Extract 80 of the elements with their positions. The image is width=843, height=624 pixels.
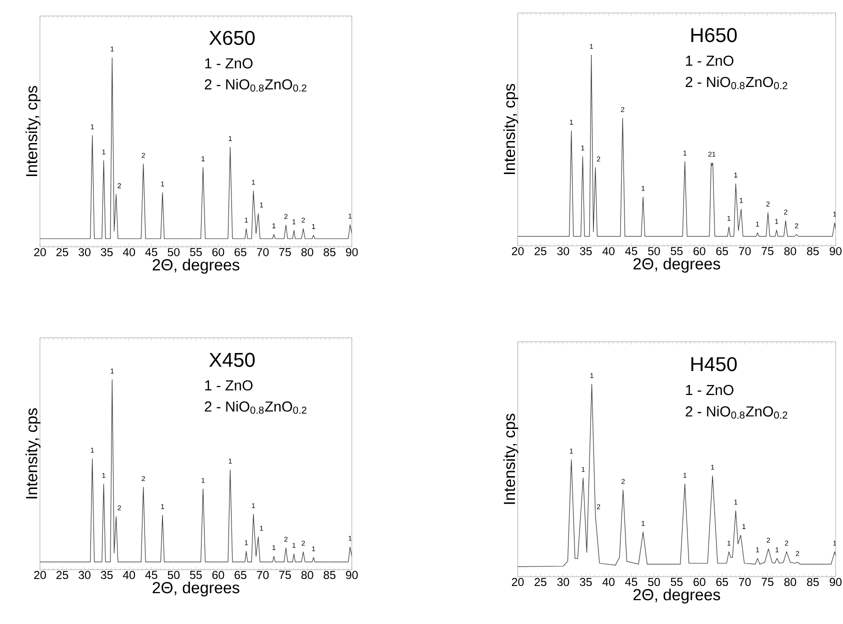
x-tick-label: 75 xyxy=(762,247,774,256)
x-tick-label: 50 xyxy=(648,247,660,256)
x-tick-label: 80 xyxy=(301,571,314,580)
x-tick-label: 25 xyxy=(534,247,546,256)
x-axis-title: 2Θ, degrees xyxy=(152,258,240,274)
x-tick-label: 75 xyxy=(279,571,291,580)
x-tick-label: 40 xyxy=(602,578,615,586)
x-tick-label: 60 xyxy=(212,248,224,256)
x-tick-label: 90 xyxy=(346,571,358,580)
x-tick-label: 75 xyxy=(762,578,774,586)
x-tick-label: 30 xyxy=(78,571,90,580)
x-tick-label: 35 xyxy=(580,247,592,256)
x-tick-label: 90 xyxy=(346,248,358,256)
x-tick-label: 45 xyxy=(625,578,638,586)
annotation: 1 - ZnO xyxy=(686,384,734,396)
x-tick-label: 70 xyxy=(739,578,751,586)
x-tick-label: 65 xyxy=(716,578,728,586)
x-tick-label: 55 xyxy=(670,247,683,256)
chart-title: H450 xyxy=(691,357,737,372)
annotation: 1 - ZnO xyxy=(686,56,734,66)
x-tick-label: 55 xyxy=(670,578,683,586)
x-tick-label: 65 xyxy=(716,247,728,256)
x-tick-label: 75 xyxy=(279,248,291,256)
x-tick-label: 80 xyxy=(301,248,314,256)
annotation: 2 - NiO$_{0.8}$ZnO$_{0.2}$ xyxy=(686,406,788,419)
annotation: 2 - NiO$_{0.8}$ZnO$_{0.2}$ xyxy=(686,76,788,90)
x-tick-label: 60 xyxy=(694,247,706,256)
y-axis-title: Intensity, cps xyxy=(26,86,40,176)
x-tick-label: 40 xyxy=(122,248,136,256)
x-tick-label: 60 xyxy=(212,571,224,580)
x-axis-title: 2Θ, degrees xyxy=(633,258,720,273)
x-tick-label: 70 xyxy=(739,247,751,256)
chart-title: X650 xyxy=(209,30,255,46)
x-tick-label: 70 xyxy=(256,571,269,580)
chart-title: H650 xyxy=(691,28,737,42)
y-axis-title: Intensity, cps xyxy=(503,414,518,504)
x-tick-label: 60 xyxy=(694,578,706,586)
x-tick-label: 20 xyxy=(512,578,524,586)
y-axis-title: Intensity, cps xyxy=(26,408,40,499)
x-tick-label: 70 xyxy=(256,248,269,256)
x-tick-label: 80 xyxy=(784,578,796,586)
x-tick-label: 85 xyxy=(324,571,336,580)
annotation: 1 - ZnO xyxy=(205,380,253,391)
x-tick-label: 55 xyxy=(190,571,202,580)
x-tick-label: 85 xyxy=(324,248,336,256)
x-tick-label: 45 xyxy=(625,247,638,256)
x-tick-label: 40 xyxy=(602,247,615,256)
x-tick-label: 25 xyxy=(534,578,546,586)
annotation: 2 - NiO$_{0.8}$ZnO$_{0.2}$ xyxy=(204,401,306,414)
x-tick-label: 35 xyxy=(580,578,592,586)
x-axis-title: 2Θ, degrees xyxy=(633,588,720,604)
x-tick-label: 55 xyxy=(190,248,202,256)
x-axis-title: 2Θ, degrees xyxy=(152,582,240,597)
x-tick-label: 85 xyxy=(807,247,819,256)
annotation: 2 - NiO$_{0.8}$ZnO$_{0.2}$ xyxy=(204,79,306,92)
x-tick-label: 50 xyxy=(168,571,180,580)
x-tick-label: 35 xyxy=(100,571,113,580)
x-tick-label: 50 xyxy=(648,578,660,586)
x-tick-label: 90 xyxy=(830,247,842,256)
x-tick-label: 45 xyxy=(145,571,158,580)
x-tick-label: 25 xyxy=(56,248,68,256)
x-tick-label: 45 xyxy=(145,248,158,256)
annotation: 1 - ZnO xyxy=(205,58,253,69)
x-tick-label: 30 xyxy=(557,247,570,256)
x-tick-label: 20 xyxy=(34,248,46,256)
x-tick-label: 85 xyxy=(807,578,819,586)
x-tick-label: 90 xyxy=(830,578,842,586)
x-tick-label: 40 xyxy=(122,571,136,580)
chart-title: X450 xyxy=(209,352,255,368)
x-tick-label: 80 xyxy=(784,247,796,256)
x-tick-label: 65 xyxy=(234,571,246,580)
x-tick-label: 30 xyxy=(78,248,90,256)
x-tick-label: 25 xyxy=(56,571,68,580)
x-tick-label: 20 xyxy=(34,571,46,580)
y-axis-title: Intensity, cps xyxy=(503,84,518,174)
x-tick-label: 20 xyxy=(512,247,524,256)
x-tick-label: 65 xyxy=(234,248,246,256)
x-tick-label: 50 xyxy=(168,248,180,256)
x-tick-label: 35 xyxy=(100,248,113,256)
x-tick-label: 30 xyxy=(557,578,570,586)
